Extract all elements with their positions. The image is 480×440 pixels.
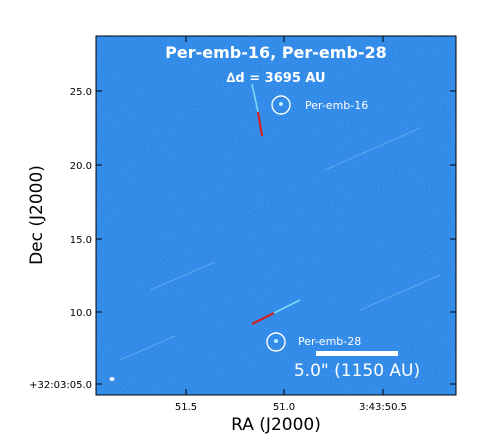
x-tick-label: 51.0 <box>273 402 295 413</box>
x-axis-label: RA (J2000) <box>231 415 321 435</box>
x-ticks <box>185 36 384 395</box>
per-emb-16-core <box>279 102 283 106</box>
source-label-per-emb-16: Per-emb-16 <box>305 99 368 112</box>
y-tick-label: 15.0 <box>70 235 92 246</box>
scale-bar-label: 5.0" (1150 AU) <box>294 361 420 381</box>
x-tick-label: 3:43:50.5 <box>359 402 407 413</box>
map-noise <box>96 36 456 395</box>
y-tick-label: 10.0 <box>70 308 92 319</box>
image-map: Per-emb-16 Per-emb-28 Per-emb-16, Per-em… <box>96 36 456 395</box>
y-tick-label: 20.0 <box>70 161 92 172</box>
source-label-per-emb-28: Per-emb-28 <box>298 335 361 348</box>
per-emb-28-marker <box>266 332 286 352</box>
y-tick-label: 25.0 <box>70 87 92 98</box>
per-emb-16-blue-lobe <box>251 83 259 113</box>
y-axis-label: Dec (J2000) <box>27 165 47 265</box>
y-ticks <box>96 90 456 385</box>
y-tick-label: +32:03:05.0 <box>29 380 92 391</box>
per-emb-16-marker <box>271 95 291 115</box>
separation-label: ∆d = 3695 AU <box>226 71 325 86</box>
beam-ellipse <box>109 377 115 381</box>
per-emb-28-red-lobe <box>251 312 275 325</box>
scale-bar <box>316 351 398 356</box>
map-streaks <box>119 127 441 361</box>
plot-frame <box>95 35 457 396</box>
per-emb-28-blue-lobe <box>273 299 301 314</box>
x-tick-label: 51.5 <box>175 402 197 413</box>
map-title: Per-emb-16, Per-emb-28 <box>165 43 387 62</box>
per-emb-28-core <box>274 339 278 343</box>
per-emb-16-red-lobe <box>256 111 264 137</box>
